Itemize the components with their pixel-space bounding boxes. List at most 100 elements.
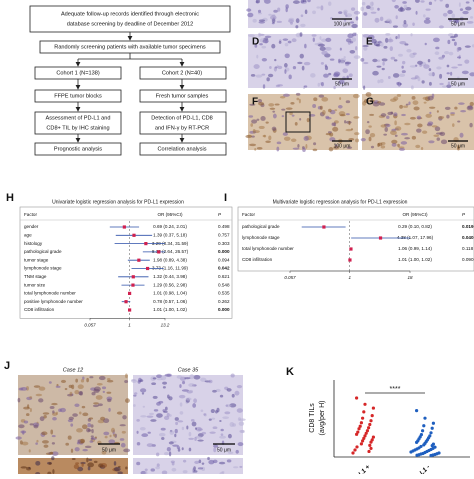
cell bbox=[464, 59, 470, 64]
cell bbox=[90, 424, 94, 428]
point bbox=[430, 444, 434, 448]
cell bbox=[446, 64, 450, 68]
panel-label: D bbox=[252, 37, 259, 48]
cell bbox=[435, 132, 443, 135]
cell bbox=[288, 74, 292, 80]
cell bbox=[297, 61, 303, 65]
cell bbox=[125, 398, 130, 403]
cell bbox=[75, 378, 78, 383]
micrograph bbox=[18, 458, 128, 474]
cell bbox=[447, 9, 453, 15]
cell bbox=[370, 11, 377, 14]
cell bbox=[391, 0, 396, 3]
cell bbox=[236, 408, 243, 413]
cell bbox=[70, 448, 74, 453]
cell bbox=[270, 15, 277, 21]
cell bbox=[261, 73, 266, 76]
cell bbox=[52, 416, 57, 421]
cell bbox=[363, 61, 369, 65]
cell bbox=[301, 65, 305, 71]
cell bbox=[417, 76, 421, 82]
cell bbox=[103, 431, 110, 436]
cell bbox=[435, 46, 440, 50]
cell bbox=[412, 100, 419, 105]
cell bbox=[466, 105, 474, 111]
micrograph bbox=[133, 458, 243, 474]
estimate bbox=[322, 225, 326, 229]
factor: total lymphonode number bbox=[242, 246, 294, 251]
odds-ratio: 3.29 (0.34, 31.59) bbox=[152, 241, 189, 246]
cell bbox=[284, 69, 287, 74]
cell bbox=[312, 10, 316, 15]
cell bbox=[277, 7, 281, 12]
cell bbox=[153, 409, 159, 412]
cell bbox=[64, 388, 68, 391]
cell bbox=[384, 37, 389, 43]
cell bbox=[288, 19, 295, 23]
p-value: 0.000 bbox=[218, 307, 230, 312]
cell bbox=[218, 461, 226, 465]
cell bbox=[125, 373, 128, 379]
cell bbox=[348, 73, 353, 78]
cell bbox=[334, 109, 338, 112]
cell bbox=[249, 143, 257, 147]
cell bbox=[268, 103, 275, 107]
point bbox=[368, 422, 372, 427]
cell bbox=[369, 132, 376, 138]
point bbox=[429, 453, 433, 458]
cell bbox=[146, 415, 154, 418]
cell bbox=[237, 417, 241, 421]
point bbox=[422, 424, 426, 428]
cell bbox=[285, 107, 293, 110]
cell bbox=[91, 391, 96, 396]
cell bbox=[408, 101, 411, 105]
cell bbox=[182, 459, 187, 463]
cell bbox=[78, 391, 83, 396]
cell bbox=[465, 1, 470, 4]
cell bbox=[200, 377, 207, 382]
cell bbox=[466, 21, 474, 24]
cell bbox=[38, 398, 44, 403]
factor: tumor size bbox=[24, 282, 46, 287]
significance: **** bbox=[390, 386, 401, 393]
odds-ratio: 3.73 (1.16, 11.99) bbox=[152, 266, 188, 271]
point bbox=[357, 427, 361, 431]
cell bbox=[362, 45, 369, 48]
cell bbox=[81, 462, 84, 467]
label: Cohort 2 (N=40) bbox=[162, 70, 202, 76]
cell bbox=[444, 106, 451, 110]
cell bbox=[33, 424, 39, 429]
cell bbox=[250, 74, 256, 77]
estimate bbox=[131, 275, 135, 279]
point bbox=[371, 406, 375, 410]
cell bbox=[345, 38, 352, 43]
cell bbox=[155, 452, 160, 457]
cell bbox=[208, 379, 213, 384]
cell bbox=[372, 58, 378, 63]
cell bbox=[84, 445, 92, 449]
cell bbox=[295, 92, 301, 96]
cell bbox=[249, 103, 256, 106]
cell bbox=[35, 442, 38, 445]
estimate bbox=[145, 266, 150, 271]
cell bbox=[295, 25, 299, 29]
cell bbox=[368, 136, 372, 142]
cell bbox=[304, 9, 308, 15]
cell bbox=[123, 448, 131, 453]
cell bbox=[225, 404, 229, 407]
cell bbox=[377, 7, 380, 11]
cell bbox=[294, 122, 298, 126]
cell bbox=[427, 121, 434, 125]
cell bbox=[219, 420, 222, 423]
cell bbox=[133, 404, 136, 407]
cell bbox=[237, 442, 244, 447]
cell bbox=[35, 393, 43, 397]
x-tick-label: 1 bbox=[348, 275, 351, 280]
cell bbox=[434, 126, 441, 132]
cell bbox=[260, 116, 266, 121]
cell bbox=[182, 380, 186, 385]
cell bbox=[150, 468, 155, 472]
point bbox=[371, 435, 375, 439]
p-value: 0.019 bbox=[462, 224, 474, 229]
cell bbox=[383, 133, 387, 136]
